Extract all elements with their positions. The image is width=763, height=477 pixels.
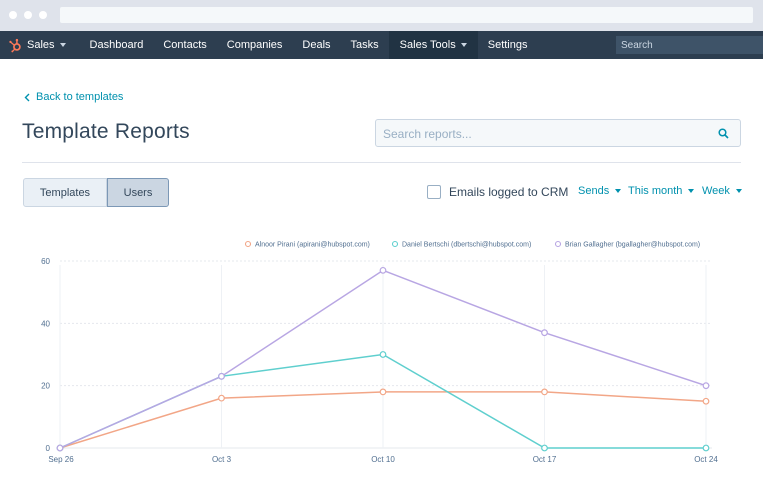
y-tick-label: 0 xyxy=(46,444,51,453)
chevron-down-icon xyxy=(615,189,622,193)
data-point[interactable] xyxy=(379,266,387,274)
nav-contacts[interactable]: Contacts xyxy=(163,39,207,51)
emails-logged-label: Emails logged to CRM xyxy=(449,185,569,199)
legend-entry: Brian Gallagher (bgallagher@hubspot.com) xyxy=(565,242,700,249)
sales-menu[interactable]: Sales xyxy=(0,31,80,59)
nav-settings[interactable]: Settings xyxy=(487,39,528,51)
address-bar[interactable] xyxy=(60,7,753,23)
metric-dropdown-label: Sends xyxy=(578,185,610,197)
email-sends-line-chart: 0 20 40 60 Sep 26 Oct 3 Oct 10 Oct 17 Oct 24 Alno… xyxy=(41,240,718,464)
data-point[interactable] xyxy=(541,388,548,396)
x-tick-label: Sep 26 xyxy=(48,455,74,464)
emails-logged-checkbox[interactable] xyxy=(427,185,441,199)
sales-menu-label: Sales xyxy=(27,39,55,51)
data-point[interactable] xyxy=(218,372,225,380)
nav-companies[interactable]: Companies xyxy=(226,39,283,51)
date-range-dropdown[interactable]: This month xyxy=(628,185,695,197)
search-icon[interactable] xyxy=(718,128,729,139)
legend-entry: Alnoor Pirani (apirani@hubspot.com) xyxy=(255,242,370,249)
templates-toggle-button[interactable]: Templates xyxy=(23,178,107,207)
chevron-down-icon xyxy=(688,189,695,193)
x-tick-label: Oct 17 xyxy=(533,455,557,464)
data-point[interactable] xyxy=(702,397,710,405)
reports-search-input[interactable] xyxy=(383,126,703,141)
x-tick-label: Oct 24 xyxy=(694,455,718,464)
y-tick-label: 60 xyxy=(41,257,50,266)
nav-tasks[interactable]: Tasks xyxy=(350,39,379,51)
data-point[interactable] xyxy=(541,329,548,337)
header-divider xyxy=(22,162,741,163)
interval-dropdown-label: Week xyxy=(702,185,730,197)
y-tick-label: 20 xyxy=(41,382,50,391)
interval-dropdown[interactable]: Week xyxy=(702,185,742,197)
x-tick-label: Oct 10 xyxy=(371,455,395,464)
x-tick-label: Oct 3 xyxy=(212,455,232,464)
users-toggle-button[interactable]: Users xyxy=(107,178,169,207)
hubspot-logo-icon xyxy=(9,38,21,52)
legend-marker xyxy=(391,240,399,248)
chevron-down-icon xyxy=(460,43,467,47)
window-close-dot[interactable] xyxy=(9,11,17,19)
back-link-label: Back to templates xyxy=(36,91,124,103)
nav-sales-tools[interactable]: Sales Tools xyxy=(388,31,478,59)
data-point[interactable] xyxy=(702,444,710,452)
nav-sales-tools-label: Sales Tools xyxy=(399,39,456,51)
data-point[interactable] xyxy=(218,394,225,402)
data-point[interactable] xyxy=(702,382,710,390)
reports-search xyxy=(375,119,741,147)
top-nav: Sales Dashboard Contacts Companies Deals… xyxy=(0,31,763,59)
window-minimize-dot[interactable] xyxy=(24,11,32,19)
legend-marker xyxy=(554,240,562,248)
nav-dashboard[interactable]: Dashboard xyxy=(89,39,144,51)
legend-marker xyxy=(244,240,252,248)
chevron-down-icon xyxy=(59,43,66,47)
date-range-dropdown-label: This month xyxy=(628,185,683,197)
window-maximize-dot[interactable] xyxy=(39,11,47,19)
back-to-templates-link[interactable]: Back to templates xyxy=(24,91,123,103)
data-point[interactable] xyxy=(56,444,64,452)
legend-entry: Daniel Bertschi (dbertschi@hubspot.com) xyxy=(402,242,531,249)
data-point[interactable] xyxy=(379,351,387,358)
browser-chrome xyxy=(0,0,763,31)
data-point[interactable] xyxy=(541,444,548,452)
page-title: Template Reports xyxy=(22,120,190,143)
metric-dropdown[interactable]: Sends xyxy=(578,185,622,197)
chevron-down-icon xyxy=(735,189,742,193)
chevron-left-icon xyxy=(24,93,30,101)
nav-deals[interactable]: Deals xyxy=(302,39,331,51)
data-point[interactable] xyxy=(379,388,387,396)
global-search-input[interactable] xyxy=(616,36,763,54)
y-tick-label: 40 xyxy=(41,319,50,328)
